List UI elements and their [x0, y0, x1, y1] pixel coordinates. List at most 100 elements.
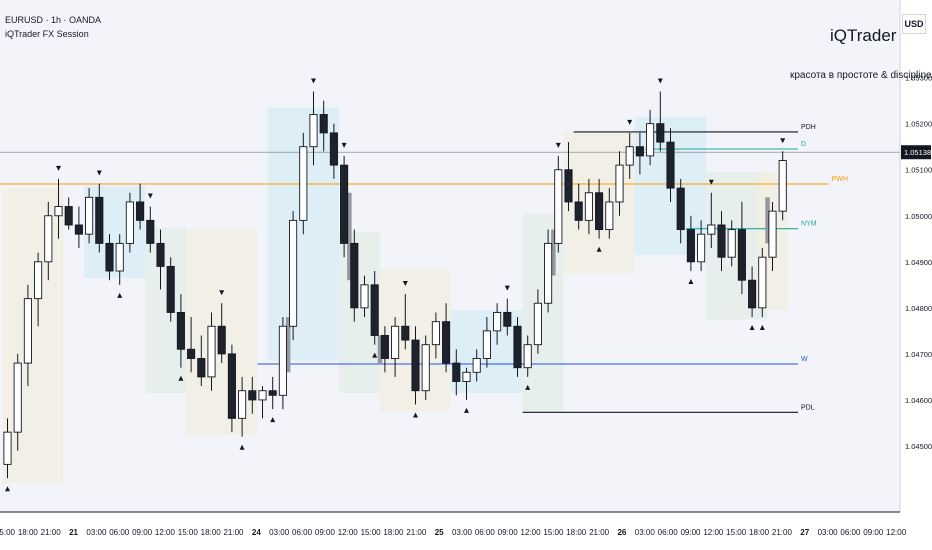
level-label: PDL: [801, 404, 815, 411]
volume-bar: [285, 317, 291, 373]
time-tick-label: 12:00: [703, 528, 724, 537]
candle-body: [686, 229, 695, 263]
candle-body: [319, 114, 328, 134]
candle-body: [513, 325, 522, 369]
candle-body: [197, 358, 206, 378]
time-tick-label: 06:00: [475, 528, 496, 537]
currency-button[interactable]: USD: [902, 14, 926, 34]
price-axis: 1.05300 1.05200 1.05100 1.05000 1.04900 1.048…: [899, 0, 932, 550]
candle-body: [258, 390, 267, 401]
candle-body: [503, 311, 512, 327]
candle-body: [533, 302, 542, 346]
session-markers: [5, 78, 786, 492]
level-label: NYM: [801, 221, 817, 228]
current-price-badge: [901, 145, 931, 160]
session-high-marker: [708, 179, 714, 185]
price-tick-label: 1.04800: [905, 304, 932, 313]
candle-body: [146, 219, 155, 244]
time-tick-label: 15:00: [726, 528, 747, 537]
candle-body: [442, 321, 451, 364]
candle-body: [666, 141, 675, 189]
price-tick-label: 1.05300: [905, 74, 932, 83]
candle-body: [493, 311, 502, 332]
time-tick-label: 09:00: [863, 528, 884, 537]
candle-body: [737, 229, 746, 281]
time-tick-label: 06:00: [840, 528, 861, 537]
candle-body: [85, 196, 94, 235]
time-tick-label: 26: [617, 528, 626, 537]
candle-body: [156, 242, 165, 267]
volume-bar: [377, 335, 383, 364]
price-tick-label: 1.04500: [905, 442, 932, 451]
candle-body: [523, 344, 532, 369]
candle-body: [717, 224, 726, 258]
time-tick-label: 25: [435, 528, 444, 537]
level-label: PDH: [801, 124, 816, 131]
candle-body: [74, 224, 83, 235]
time-tick-label: 06:00: [292, 528, 313, 537]
session-low-marker: [413, 412, 418, 418]
session-low-marker: [688, 279, 694, 285]
session-low-marker: [270, 417, 276, 423]
indicator-name[interactable]: iQTrader FX Session: [5, 29, 89, 39]
candle-body: [707, 224, 716, 235]
candle-body: [207, 325, 216, 378]
candle-body: [187, 348, 196, 359]
session-low-marker: [5, 486, 10, 492]
session-high-marker: [657, 78, 663, 84]
candle-body: [411, 339, 420, 392]
candle-body: [34, 261, 43, 300]
time-tick-label: 09:00: [315, 528, 336, 537]
price-tick-label: 1.04600: [905, 396, 932, 405]
price-tick-label: 1.05100: [905, 166, 932, 175]
session-high-marker: [627, 119, 633, 125]
volume-bar: [765, 197, 770, 244]
time-tick-label: 12:00: [886, 528, 907, 537]
price-tick-label: 1.05000: [905, 212, 932, 221]
time-tick-label: 12:00: [155, 528, 176, 537]
time-tick-label: 18:00: [18, 528, 39, 537]
session-high-marker: [555, 142, 561, 148]
candle-body: [462, 371, 471, 382]
candle-body: [615, 164, 624, 203]
candle-body: [584, 192, 593, 221]
session-high-marker: [147, 193, 153, 199]
candle-body: [605, 201, 614, 231]
candle-body: [23, 298, 32, 364]
candle-body: [166, 265, 175, 313]
price-axis-bg: [900, 0, 932, 550]
candle-body: [595, 192, 604, 231]
time-axis-bg: [0, 512, 900, 550]
session-low-marker: [178, 375, 184, 381]
candle-body: [340, 164, 349, 244]
time-tick-label: 15:00: [543, 528, 564, 537]
price-tick-label: 1.04900: [905, 258, 932, 267]
level-label: D: [801, 141, 806, 148]
candle-body: [13, 362, 22, 433]
candle-body: [176, 311, 185, 350]
time-tick-label: 18:00: [749, 528, 770, 537]
candle-body: [544, 242, 553, 304]
candle-body: [554, 169, 563, 244]
candle-body: [625, 146, 634, 166]
session-high-marker: [56, 165, 61, 171]
candle-body: [227, 353, 236, 419]
level-label: W: [801, 356, 808, 363]
candle-body: [748, 279, 757, 309]
session-high-marker: [504, 285, 510, 291]
session-box: [2, 188, 64, 483]
time-tick-label: 21:00: [223, 528, 244, 537]
time-tick-label: 06:00: [658, 528, 679, 537]
candle-body: [44, 215, 53, 263]
candle-body: [656, 123, 665, 143]
candle-body: [452, 362, 461, 382]
time-axis: 15:0018:0021:002103:0006:0009:0012:0015:…: [0, 511, 907, 550]
session-high-marker: [311, 78, 316, 84]
symbol-line[interactable]: EURUSD · 1h · OANDA: [5, 15, 102, 25]
candle-body: [350, 242, 359, 309]
session-box: [84, 185, 146, 278]
time-tick-label: 15:00: [178, 528, 199, 537]
candle-body: [401, 325, 410, 341]
session-high-marker: [96, 170, 102, 176]
